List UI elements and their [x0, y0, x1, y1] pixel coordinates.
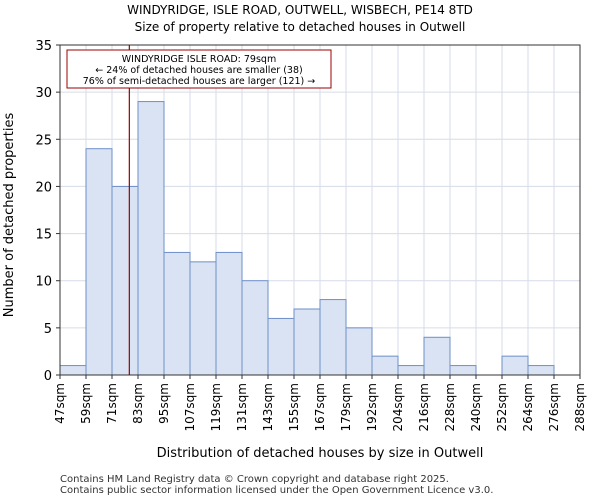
histogram-bar [345, 327, 373, 376]
x-tick-label: 264sqm [521, 383, 535, 431]
y-tick-label: 15 [35, 228, 52, 243]
x-axis-title: Distribution of detached houses by size … [157, 446, 484, 461]
x-tick-label: 276sqm [547, 383, 561, 431]
annotation-box [66, 49, 332, 89]
x-tick-label: 216sqm [417, 383, 431, 431]
y-tick-label: 25 [35, 133, 52, 148]
x-tick-label: 95sqm [157, 383, 171, 424]
annotation-line: ← 24% of detached houses are smaller (38… [95, 65, 302, 76]
x-tick-label: 143sqm [261, 383, 275, 431]
y-tick-label: 30 [35, 86, 52, 101]
histogram-bar [501, 355, 529, 376]
histogram-bar [163, 251, 191, 376]
y-tick-label: 35 [35, 39, 52, 54]
x-tick-label: 155sqm [287, 383, 301, 431]
histogram-bar [59, 365, 87, 376]
x-tick-label: 59sqm [79, 383, 93, 424]
y-tick-label: 10 [35, 275, 52, 290]
annotation-line: WINDYRIDGE ISLE ROAD: 79sqm [122, 54, 276, 65]
x-tick-label: 228sqm [443, 383, 457, 431]
x-tick-label: 288sqm [573, 383, 587, 431]
histogram-bar [267, 317, 295, 376]
histogram-bar [527, 365, 555, 376]
histogram-bar [111, 185, 139, 376]
chart-title: WINDYRIDGE, ISLE ROAD, OUTWELL, WISBECH,… [127, 3, 473, 17]
y-axis-title: Number of detached properties [2, 113, 17, 318]
x-tick-label: 119sqm [209, 383, 223, 431]
x-tick-label: 47sqm [53, 383, 67, 424]
y-tick-label: 5 [44, 322, 52, 337]
x-tick-label: 107sqm [183, 383, 197, 431]
x-tick-label: 83sqm [131, 383, 145, 424]
chart-subtitle: Size of property relative to detached ho… [134, 20, 466, 34]
annotation-line: 76% of semi-detached houses are larger (… [83, 76, 316, 87]
histogram-bar [189, 261, 217, 376]
x-tick-label: 192sqm [365, 383, 379, 431]
histogram-bar [215, 251, 243, 376]
histogram-bar [423, 336, 451, 376]
histogram-bar [241, 280, 269, 376]
footer-line-1: Contains HM Land Registry data © Crown c… [60, 474, 449, 485]
x-tick-label: 240sqm [469, 383, 483, 431]
x-tick-label: 179sqm [339, 383, 353, 431]
x-tick-label: 131sqm [235, 383, 249, 431]
histogram-bar [371, 355, 399, 376]
x-tick-label: 167sqm [313, 383, 327, 431]
histogram-bar [449, 365, 477, 376]
histogram-bar [85, 148, 113, 376]
y-tick-label: 0 [44, 369, 52, 384]
x-tick-label: 204sqm [391, 383, 405, 431]
x-tick-label: 71sqm [105, 383, 119, 424]
histogram-bar [397, 365, 425, 376]
y-tick-label: 20 [35, 180, 52, 195]
histogram-bar [319, 299, 347, 376]
histogram-bar [137, 101, 165, 376]
histogram-bar [293, 308, 321, 376]
footer-line-2: Contains public sector information licen… [60, 485, 494, 496]
x-tick-label: 252sqm [495, 383, 509, 431]
